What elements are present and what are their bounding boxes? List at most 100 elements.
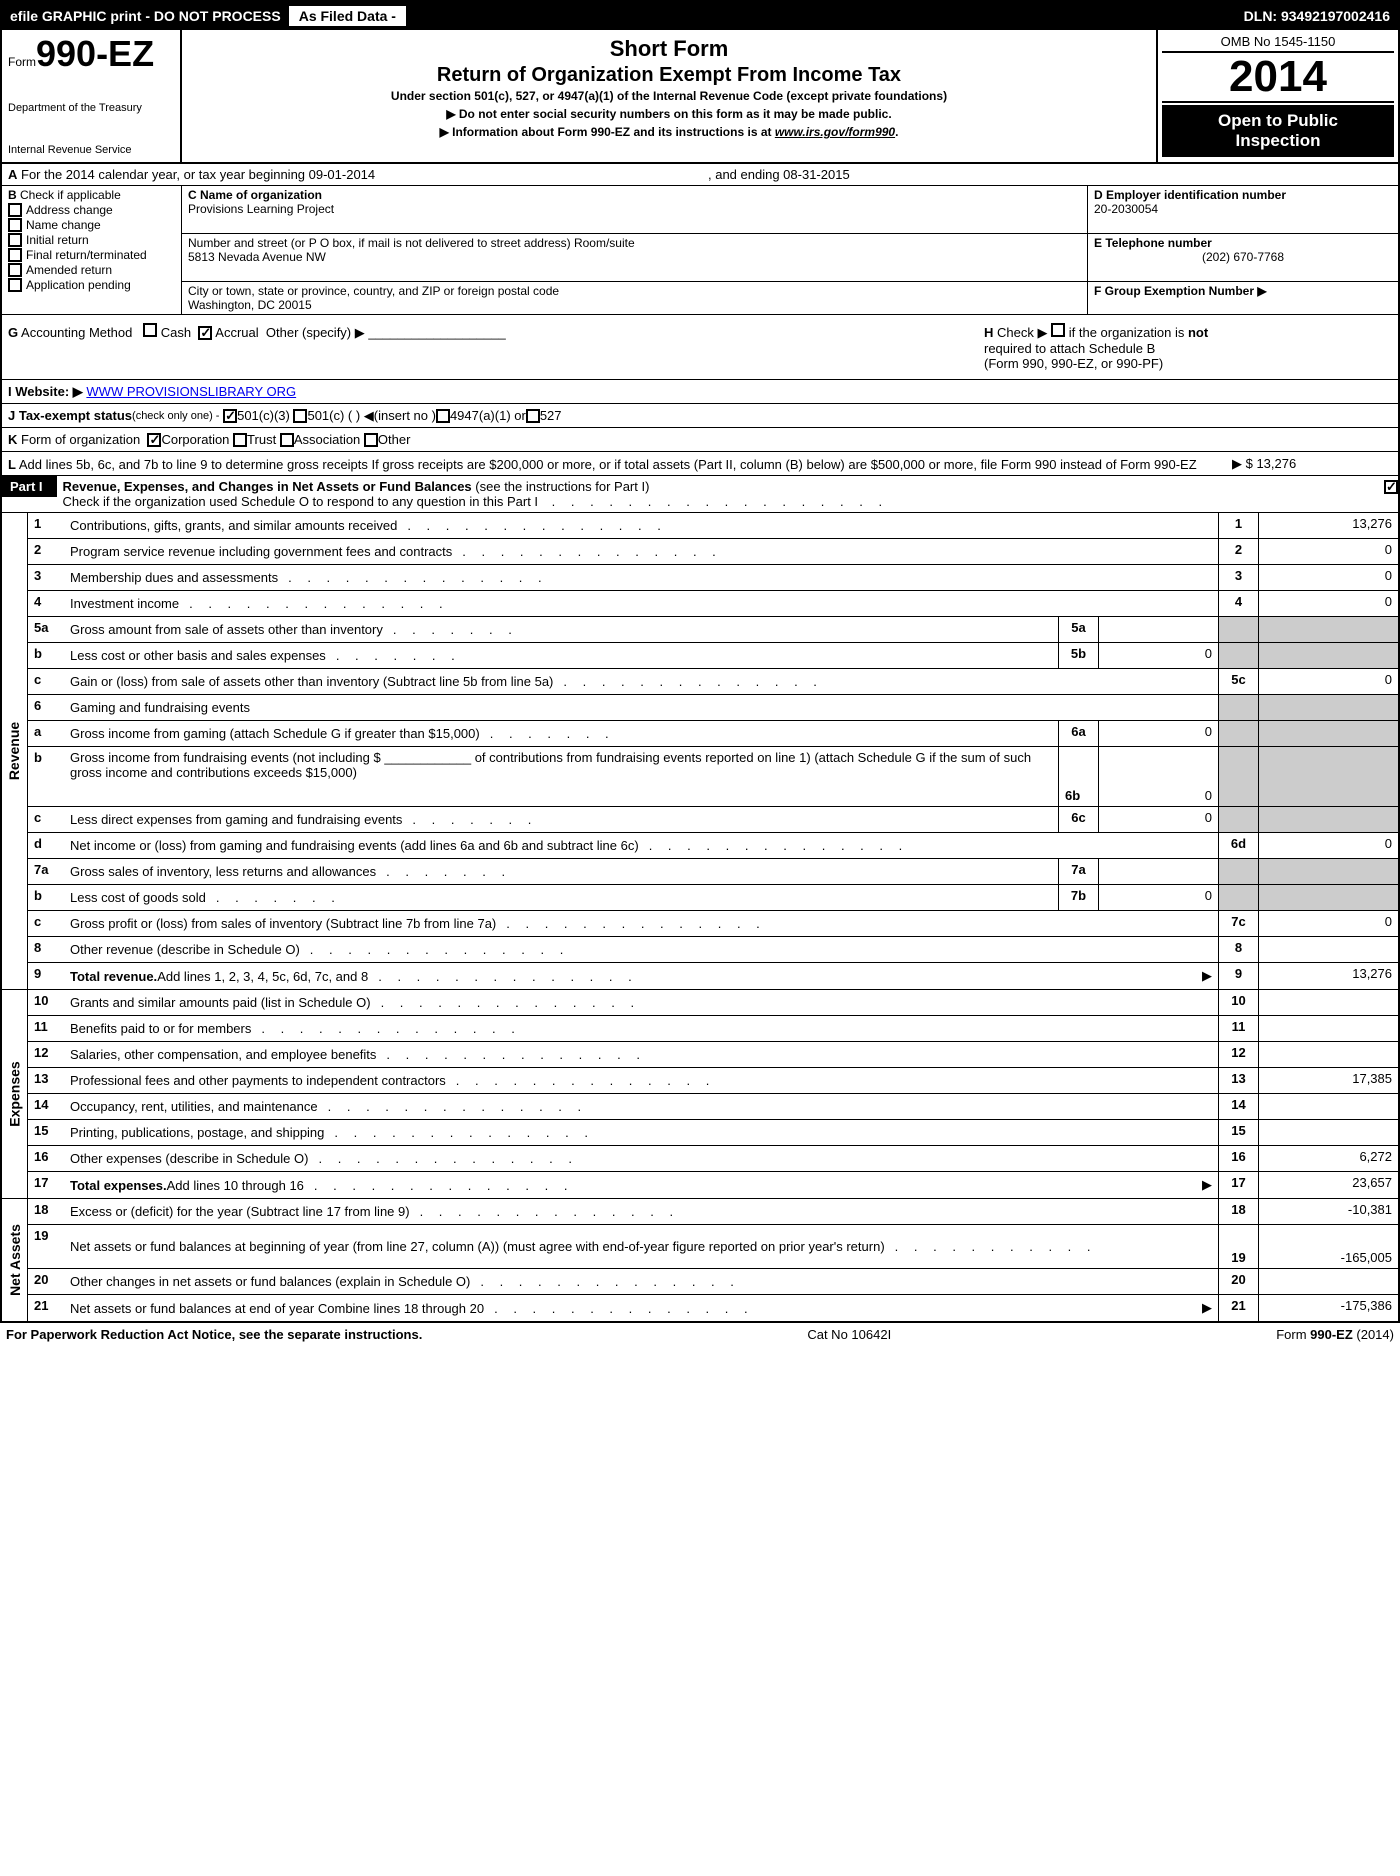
- chk-final[interactable]: Final return/terminated: [8, 248, 175, 262]
- chk-other-org[interactable]: [364, 433, 378, 447]
- line-10-num: 10: [28, 990, 64, 1015]
- line-g: G Accounting Method Cash Accrual Other (…: [2, 315, 978, 379]
- f-label: F Group Exemption Number ▶: [1094, 284, 1267, 298]
- accrual-label: Accrual: [215, 325, 258, 340]
- other-label: Other (specify) ▶: [266, 325, 365, 340]
- j-label: J Tax-exempt status: [8, 408, 132, 423]
- chk-4947[interactable]: [436, 409, 450, 423]
- line-10-val: [1258, 990, 1398, 1015]
- chk-cash[interactable]: [143, 323, 157, 337]
- header-right: OMB No 1545-1150 2014 Open to Public Ins…: [1158, 30, 1398, 162]
- chk-sched-b[interactable]: [1051, 323, 1065, 337]
- chk-name[interactable]: Name change: [8, 218, 175, 232]
- i-label: I Website: ▶: [8, 384, 83, 400]
- line-3-num: 3: [28, 565, 64, 590]
- section-c: C Name of organization Provisions Learni…: [182, 186, 1088, 314]
- line-7c-num: c: [28, 911, 64, 936]
- line-6c-mainval: [1258, 807, 1398, 832]
- line-7b-subbox: 7b: [1058, 885, 1098, 910]
- line-13-box: 13: [1218, 1068, 1258, 1093]
- chk-corp[interactable]: [147, 433, 161, 447]
- line-10-box: 10: [1218, 990, 1258, 1015]
- line-6c-mainbox: [1218, 807, 1258, 832]
- line-5a-mainbox: [1218, 617, 1258, 642]
- line-5c-val: 0: [1258, 669, 1398, 694]
- footer-right-bold: 990-EZ: [1310, 1327, 1353, 1342]
- line-6d-num: d: [28, 833, 64, 858]
- line-17-num: 17: [28, 1172, 64, 1198]
- line-2-val: 0: [1258, 539, 1398, 564]
- chk-assoc[interactable]: [280, 433, 294, 447]
- chk-amended[interactable]: Amended return: [8, 263, 175, 277]
- k-label: K: [8, 432, 17, 447]
- chk-501c[interactable]: [293, 409, 307, 423]
- k-other: Other: [378, 432, 411, 447]
- line-8-val: [1258, 937, 1398, 962]
- expenses-section: Expenses 10 Grants and similar amounts p…: [2, 990, 1398, 1199]
- line-5c-num: c: [28, 669, 64, 694]
- line-6b-mainval: [1258, 747, 1398, 806]
- line-6c-subbox: 6c: [1058, 807, 1098, 832]
- chk-accrual[interactable]: [198, 326, 212, 340]
- chk-address[interactable]: Address change: [8, 203, 175, 217]
- form990-link[interactable]: www.irs.gov/form990: [775, 125, 895, 139]
- line-6c: c Less direct expenses from gaming and f…: [28, 807, 1398, 833]
- chk-501c3[interactable]: [223, 409, 237, 423]
- line-6a: a Gross income from gaming (attach Sched…: [28, 721, 1398, 747]
- h-text2-pre: if the organization is: [1069, 325, 1188, 340]
- line-a-pre: For the 2014 calendar year, or tax year …: [21, 167, 375, 182]
- c-street-label: Number and street (or P O box, if mail i…: [188, 236, 1081, 250]
- ein-value: 20-2030054: [1094, 202, 1392, 216]
- chk-527[interactable]: [526, 409, 540, 423]
- line-21: 21 Net assets or fund balances at end of…: [28, 1295, 1398, 1321]
- j-suffix: (check only one) -: [132, 410, 219, 422]
- line-17-box: 17: [1218, 1172, 1258, 1198]
- page-footer: For Paperwork Reduction Act Notice, see …: [0, 1323, 1400, 1346]
- line-7b-mainbox: [1218, 885, 1258, 910]
- line-13-desc: Professional fees and other payments to …: [64, 1068, 1218, 1093]
- line-h: H Check ▶ if the organization is not req…: [978, 315, 1398, 379]
- part1-label: Part I: [2, 476, 57, 497]
- gh-row: G Accounting Method Cash Accrual Other (…: [2, 315, 1398, 380]
- line-5a-subval: [1098, 617, 1218, 642]
- chk-schedule-o[interactable]: [1384, 480, 1398, 494]
- line-20-desc: Other changes in net assets or fund bala…: [64, 1269, 1218, 1294]
- line-4-desc: Investment income. . . . . . . . . . . .…: [64, 591, 1218, 616]
- line-6-num: 6: [28, 695, 64, 720]
- k-corp: Corporation: [161, 432, 229, 447]
- line-21-box: 21: [1218, 1295, 1258, 1321]
- line-20-num: 20: [28, 1269, 64, 1294]
- line-6b: b Gross income from fundraising events (…: [28, 747, 1398, 807]
- line-19-num: 19: [28, 1225, 64, 1268]
- website-link[interactable]: WWW PROVISIONSLIBRARY ORG: [86, 384, 296, 399]
- dept-irs: Internal Revenue Service: [8, 144, 174, 156]
- chk-trust[interactable]: [233, 433, 247, 447]
- line-7a-mainval: [1258, 859, 1398, 884]
- line-12: 12 Salaries, other compensation, and emp…: [28, 1042, 1398, 1068]
- line-9-val: 13,276: [1258, 963, 1398, 989]
- line-2-num: 2: [28, 539, 64, 564]
- line-2: 2 Program service revenue including gove…: [28, 539, 1398, 565]
- line-7b: b Less cost of goods sold. . . . . . . 7…: [28, 885, 1398, 911]
- line-7b-desc: Less cost of goods sold. . . . . . .: [64, 885, 1058, 910]
- j-opt2: 501(c) ( ) ◀(insert no ): [307, 408, 435, 424]
- line-1-val: 13,276: [1258, 513, 1398, 538]
- part1-check-text: Check if the organization used Schedule …: [63, 494, 539, 509]
- line-5a-subbox: 5a: [1058, 617, 1098, 642]
- b-label: B: [8, 188, 17, 202]
- footer-right-pre: Form: [1276, 1327, 1310, 1342]
- line-16-box: 16: [1218, 1146, 1258, 1171]
- line-5b-subval: 0: [1098, 643, 1218, 668]
- d-label: D Employer identification number: [1094, 188, 1392, 202]
- line-19: 19 Net assets or fund balances at beginn…: [28, 1225, 1398, 1269]
- line-15: 15 Printing, publications, postage, and …: [28, 1120, 1398, 1146]
- line-7a-subval: [1098, 859, 1218, 884]
- footer-left: For Paperwork Reduction Act Notice, see …: [6, 1327, 422, 1342]
- chk-pending[interactable]: Application pending: [8, 278, 175, 292]
- line-7c: c Gross profit or (loss) from sales of i…: [28, 911, 1398, 937]
- line-19-desc: Net assets or fund balances at beginning…: [64, 1225, 1218, 1268]
- line-12-box: 12: [1218, 1042, 1258, 1067]
- chk-initial[interactable]: Initial return: [8, 233, 175, 247]
- line-9-num: 9: [28, 963, 64, 989]
- line-17-val: 23,657: [1258, 1172, 1398, 1198]
